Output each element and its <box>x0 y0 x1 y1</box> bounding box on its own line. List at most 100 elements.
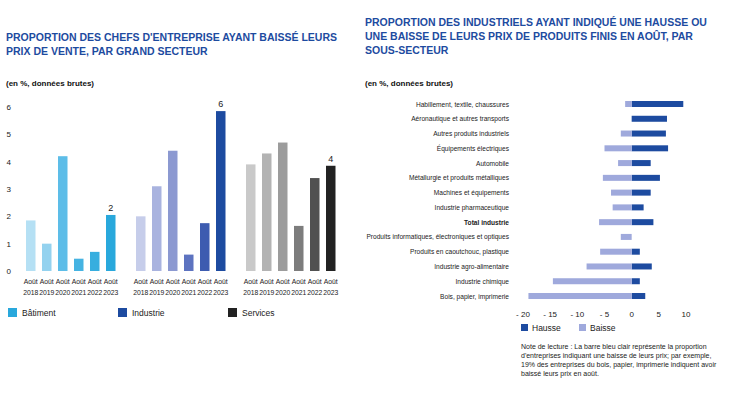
x-tick-label: Août2018 <box>243 278 258 296</box>
legend-swatch <box>8 308 17 317</box>
bar <box>74 259 84 271</box>
chart-title: PROPORTION DES CHEFS D'ENTREPRISE AYANT … <box>6 30 341 58</box>
y-tick-label: 4 <box>7 158 12 167</box>
x-tick-label-line: Août <box>276 278 290 285</box>
legend-swatch <box>118 308 127 317</box>
bar <box>603 175 632 181</box>
x-tick-label-line: 2023 <box>213 289 228 296</box>
x-axis: - 20- 15- 10- 50510 <box>516 310 691 319</box>
y-axis: 0123456 <box>7 103 12 276</box>
y-tick-label: 5 <box>7 130 12 139</box>
bar <box>600 249 632 255</box>
bar <box>632 160 651 166</box>
bar <box>528 293 631 299</box>
x-tick-label-line: Août <box>260 278 274 285</box>
x-tick-label: Août2019 <box>259 278 274 296</box>
page: {"chart_data": [ {"type": "bar", "title"… <box>0 0 730 410</box>
x-tick-label-line: 2019 <box>149 289 164 296</box>
x-tick-label: Août2020 <box>55 278 70 296</box>
data-label: 2 <box>108 203 113 213</box>
bar <box>90 252 100 271</box>
x-tick-label-line: Août <box>292 278 306 285</box>
bar <box>294 226 304 271</box>
series <box>528 101 631 299</box>
bar <box>632 263 652 269</box>
data-label: 4 <box>328 154 333 164</box>
y-tick-label: 2 <box>7 212 12 221</box>
bar <box>605 145 632 151</box>
x-tick-label: Août2019 <box>39 278 54 296</box>
y-tick-label: 0 <box>7 267 12 276</box>
x-tick-label: Août 2019 <box>149 278 164 296</box>
x-tick-label: 0 <box>629 310 634 319</box>
x-tick-label-line: Août <box>150 278 164 285</box>
bar <box>618 160 632 166</box>
data-label: 6 <box>218 99 223 109</box>
legend-swatch <box>521 324 528 331</box>
x-tick-label-line: Août <box>104 278 118 285</box>
series <box>136 111 226 271</box>
x-tick-label: Août2023 <box>103 278 118 296</box>
bar <box>632 145 668 151</box>
x-tick-label-line: 2020 <box>165 289 180 296</box>
y-tick-label: Aéronautique et autres transports <box>411 115 510 123</box>
x-tick-label-line: 2021 <box>181 289 196 296</box>
bar <box>632 131 666 137</box>
x-tick-label: Août2018 <box>133 278 148 296</box>
bar <box>632 175 660 181</box>
series <box>632 101 684 299</box>
x-tick-label-line: Août <box>24 278 38 285</box>
y-tick-label: 6 <box>7 103 12 112</box>
bar <box>168 151 178 271</box>
bar <box>632 293 646 299</box>
x-tick-label-line: 2021 <box>291 289 306 296</box>
x-tick-label-line: Août <box>72 278 86 285</box>
bar <box>152 186 162 271</box>
bar <box>310 178 320 271</box>
y-tick-label: Équipements électriques <box>437 144 510 153</box>
note: Note de lecture : La barre bleu clair re… <box>521 342 726 378</box>
bar <box>613 204 632 210</box>
y-tick-label: 1 <box>7 240 12 249</box>
bar <box>621 234 632 240</box>
bar <box>632 116 667 122</box>
x-tick-label-line: Août <box>324 278 338 285</box>
bar <box>262 153 272 271</box>
legend: BâtimentIndustrieServices <box>8 308 275 318</box>
x-tick-label-line: 2019 <box>39 289 54 296</box>
bar <box>621 131 632 137</box>
bar <box>553 278 632 284</box>
bars <box>26 111 336 271</box>
x-tick-label: Août2021 <box>71 278 86 296</box>
bar <box>587 263 632 269</box>
y-tick-label: Bois, papier, imprimerie <box>440 293 509 301</box>
legend-label: Industrie <box>132 308 165 318</box>
legend-label: Services <box>242 308 275 318</box>
x-tick-label-line: Août <box>182 278 196 285</box>
x-tick-label-line: 2023 <box>323 289 338 296</box>
x-tick-label: Août2022 <box>307 278 322 296</box>
labels: 2Août2018Août2019Août2020Août2021Août202… <box>23 99 338 296</box>
y-tick-label: Habillement, textile, chaussures <box>416 101 510 108</box>
bar <box>26 220 36 271</box>
bar <box>625 101 632 107</box>
x-tick-label: Août 2018 <box>23 278 38 296</box>
x-tick-label: Août 2021 <box>181 278 196 296</box>
x-tick-label-line: Août <box>198 278 212 285</box>
bar <box>278 143 288 271</box>
x-tick-label-line: 2020 <box>55 289 70 296</box>
x-tick-label-line: Août <box>308 278 322 285</box>
x-tick-label-line: 2018 <box>23 289 38 296</box>
x-tick-label: - 20 <box>516 310 530 319</box>
bar <box>632 190 651 196</box>
legend-swatch <box>579 324 586 331</box>
bar <box>632 278 640 284</box>
legend: HausseBaisse <box>521 323 616 333</box>
bar <box>632 204 644 210</box>
x-tick-label: Août2020 <box>275 278 290 296</box>
y-tick-label: Autres produits industriels <box>433 130 510 138</box>
y-tick-label: Produits informatiques, électroniques et… <box>366 233 509 241</box>
legend-swatch <box>228 308 237 317</box>
x-tick-label: Août 2023 <box>323 278 338 296</box>
x-tick-label-line: 2022 <box>87 289 102 296</box>
